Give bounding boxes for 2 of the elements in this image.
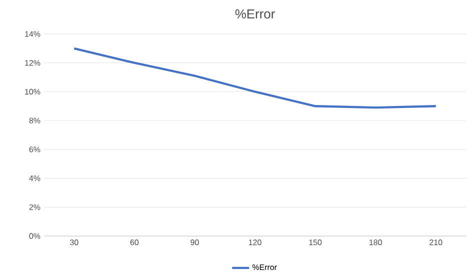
line-series — [73, 47, 437, 109]
chart-title: %Error — [235, 9, 275, 18]
